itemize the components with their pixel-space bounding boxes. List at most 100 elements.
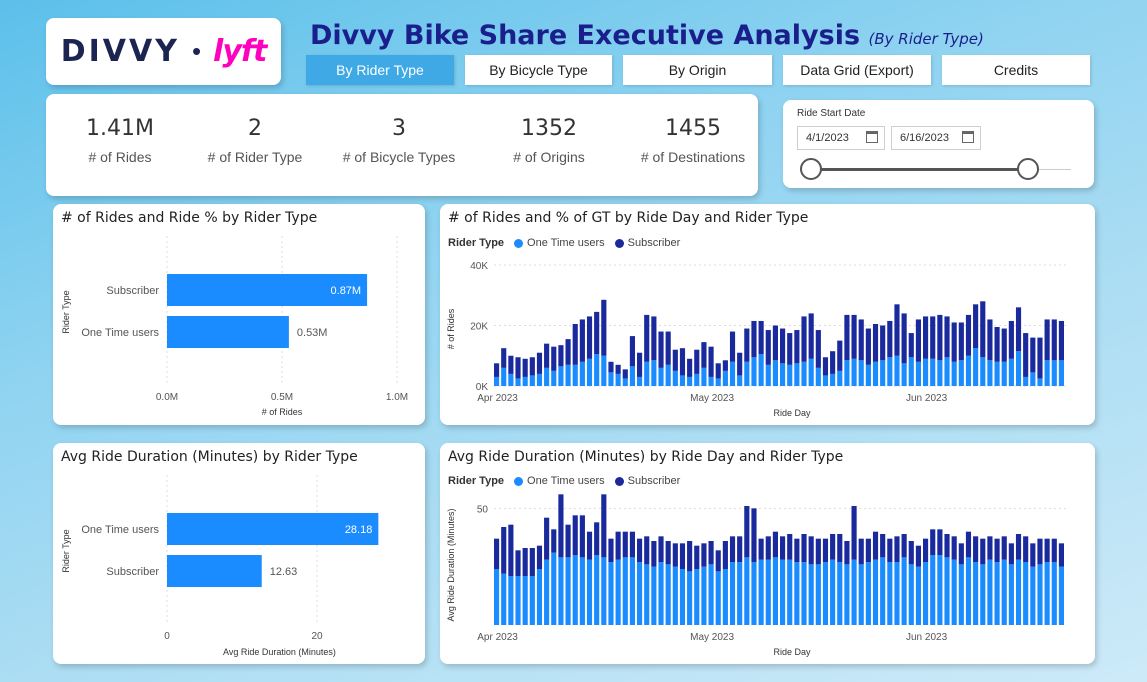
bar-segment-one-time — [915, 361, 921, 386]
bar-segment-one-time — [551, 552, 557, 625]
calendar-icon[interactable] — [962, 131, 974, 143]
bar-segment-one-time — [973, 562, 979, 625]
bar-segment-subscriber — [529, 357, 535, 376]
bar-segment-subscriber — [1023, 333, 1029, 377]
bar-segment-subscriber — [837, 534, 843, 562]
bar-segment-subscriber — [737, 352, 743, 376]
legend-item-one-time[interactable]: One Time users — [527, 475, 605, 487]
bar-segment-one-time — [651, 566, 657, 625]
calendar-icon[interactable] — [866, 131, 878, 143]
bar-segment-subscriber — [787, 333, 793, 365]
bar-segment-subscriber — [586, 531, 593, 560]
lyft-logo: lyft — [213, 34, 267, 69]
y-tick-label: 20K — [470, 322, 488, 333]
date-slider-track[interactable] — [811, 168, 1029, 171]
bar-segment-subscriber — [880, 325, 886, 361]
bar-segment-one-time — [894, 355, 900, 386]
date-slider-start-handle[interactable] — [800, 158, 822, 180]
y-axis-label: # of Rides — [446, 308, 456, 349]
kpi-label: # of Rides — [88, 149, 152, 165]
rides-by-day-card: # of Rides and % of GT by Ride Day and R… — [440, 204, 1095, 425]
x-tick-label: May 2023 — [690, 632, 734, 643]
bar-segment-subscriber — [665, 541, 671, 565]
bar-segment-one-time — [586, 358, 593, 386]
bar-segment-subscriber — [844, 541, 850, 565]
bar-segment-subscriber — [794, 538, 800, 562]
bar-segment-subscriber — [1001, 328, 1007, 362]
bar-segment-subscriber — [987, 319, 993, 361]
bar-segment-one-time — [608, 562, 614, 625]
bar-segment-subscriber — [944, 316, 950, 358]
start-date-input[interactable]: 4/1/2023 — [797, 126, 885, 150]
bar-segment-one-time — [644, 564, 650, 625]
bar-segment-one-time — [794, 562, 800, 625]
bar-segment-subscriber — [1030, 337, 1036, 373]
bar-segment-subscriber — [937, 314, 943, 361]
bar-segment-subscriber — [737, 536, 743, 562]
bar-segment-subscriber — [851, 506, 857, 560]
y-axis-label: Rider Type — [61, 529, 71, 572]
end-date-input[interactable]: 6/16/2023 — [891, 126, 981, 150]
legend-item-one-time[interactable]: One Time users — [527, 237, 605, 249]
bar-segment-one-time — [701, 566, 707, 625]
bar-segment-one-time — [729, 361, 736, 386]
bar-segment-subscriber — [822, 357, 829, 376]
avg-duration-by-day-card: Avg Ride Duration (Minutes) by Ride Day … — [440, 443, 1095, 664]
tab-data-grid-export[interactable]: Data Grid (Export) — [783, 55, 931, 85]
bar-segment-one-time — [851, 559, 857, 625]
bar-segment-subscriber — [930, 529, 936, 555]
bar-segment-subscriber — [715, 550, 721, 572]
bar-segment-subscriber — [744, 506, 750, 558]
chart-title: # of Rides and Ride % by Rider Type — [61, 210, 318, 226]
bar-segment-one-time — [1023, 376, 1029, 386]
data-label: 12.63 — [270, 566, 298, 578]
date-slider-end-handle[interactable] — [1017, 158, 1039, 180]
bar-segment-subscriber — [937, 529, 943, 555]
bar-segment-one-time — [815, 564, 821, 625]
bar-segment-subscriber — [708, 541, 714, 565]
x-tick-label: 20 — [311, 631, 323, 642]
tab-by-origin[interactable]: By Origin — [623, 55, 772, 85]
bar-segment-one-time — [744, 361, 750, 386]
rides-by-rider-type-chart: 0.0M 0.5M 1.0M Subscriber 0.87M One Time user… — [61, 236, 408, 417]
bar-segment-subscriber — [501, 348, 507, 368]
bar-segment-one-time — [837, 370, 843, 386]
avg-duration-by-rider-type-card: Avg Ride Duration (Minutes) by Rider Typ… — [53, 443, 425, 664]
bar-segment-one-time — [1051, 360, 1057, 386]
bar-segment-subscriber — [865, 328, 871, 365]
legend-item-subscriber[interactable]: Subscriber — [627, 237, 681, 249]
bar-segment-subscriber — [644, 314, 650, 362]
bar-segment-one-time — [629, 366, 635, 386]
bar-segment-subscriber — [887, 320, 893, 358]
kpi-label: # of Rider Type — [207, 149, 303, 165]
bar-segment-one-time — [572, 555, 578, 625]
bar-segment-subscriber — [494, 363, 500, 377]
avg-duration-by-day-chart: 50 Apr 2023 May 2023 Jun 2023 Ride Day Avg Ri… — [446, 494, 1066, 657]
bar-segment-one-time — [737, 562, 743, 625]
start-date-value: 4/1/2023 — [806, 132, 849, 144]
bar-segment-one-time — [579, 557, 585, 625]
bar-segment-one-time — [601, 557, 607, 625]
tab-by-rider-type[interactable]: By Rider Type — [306, 55, 454, 85]
bar-segment-subscriber — [1001, 536, 1007, 560]
x-axis-label: Avg Ride Duration (Minutes) — [223, 647, 336, 657]
bar-segment-one-time — [558, 366, 564, 386]
y-tick-label: 40K — [470, 261, 488, 272]
bar-segment-subscriber — [544, 517, 550, 560]
bar-segment-subscriber — [908, 541, 914, 565]
bar-segment-subscriber — [629, 336, 635, 367]
tab-by-bicycle-type[interactable]: By Bicycle Type — [465, 55, 612, 85]
bar-segment-subscriber — [637, 538, 643, 562]
bar-segment-one-time — [729, 562, 736, 625]
bar-segment-subscriber — [572, 323, 578, 365]
legend-item-subscriber[interactable]: Subscriber — [627, 475, 681, 487]
bar-segment-one-time — [765, 559, 771, 625]
bar-segment-subscriber — [822, 538, 829, 562]
bar-segment-one-time — [515, 378, 521, 386]
end-date-value: 6/16/2023 — [900, 132, 949, 144]
legend-dot-subscriber — [614, 238, 624, 248]
tab-credits[interactable]: Credits — [942, 55, 1090, 85]
legend-title: Rider Type — [448, 475, 505, 487]
bar-segment-one-time — [901, 363, 907, 386]
x-tick-label: 0.0M — [156, 392, 178, 403]
